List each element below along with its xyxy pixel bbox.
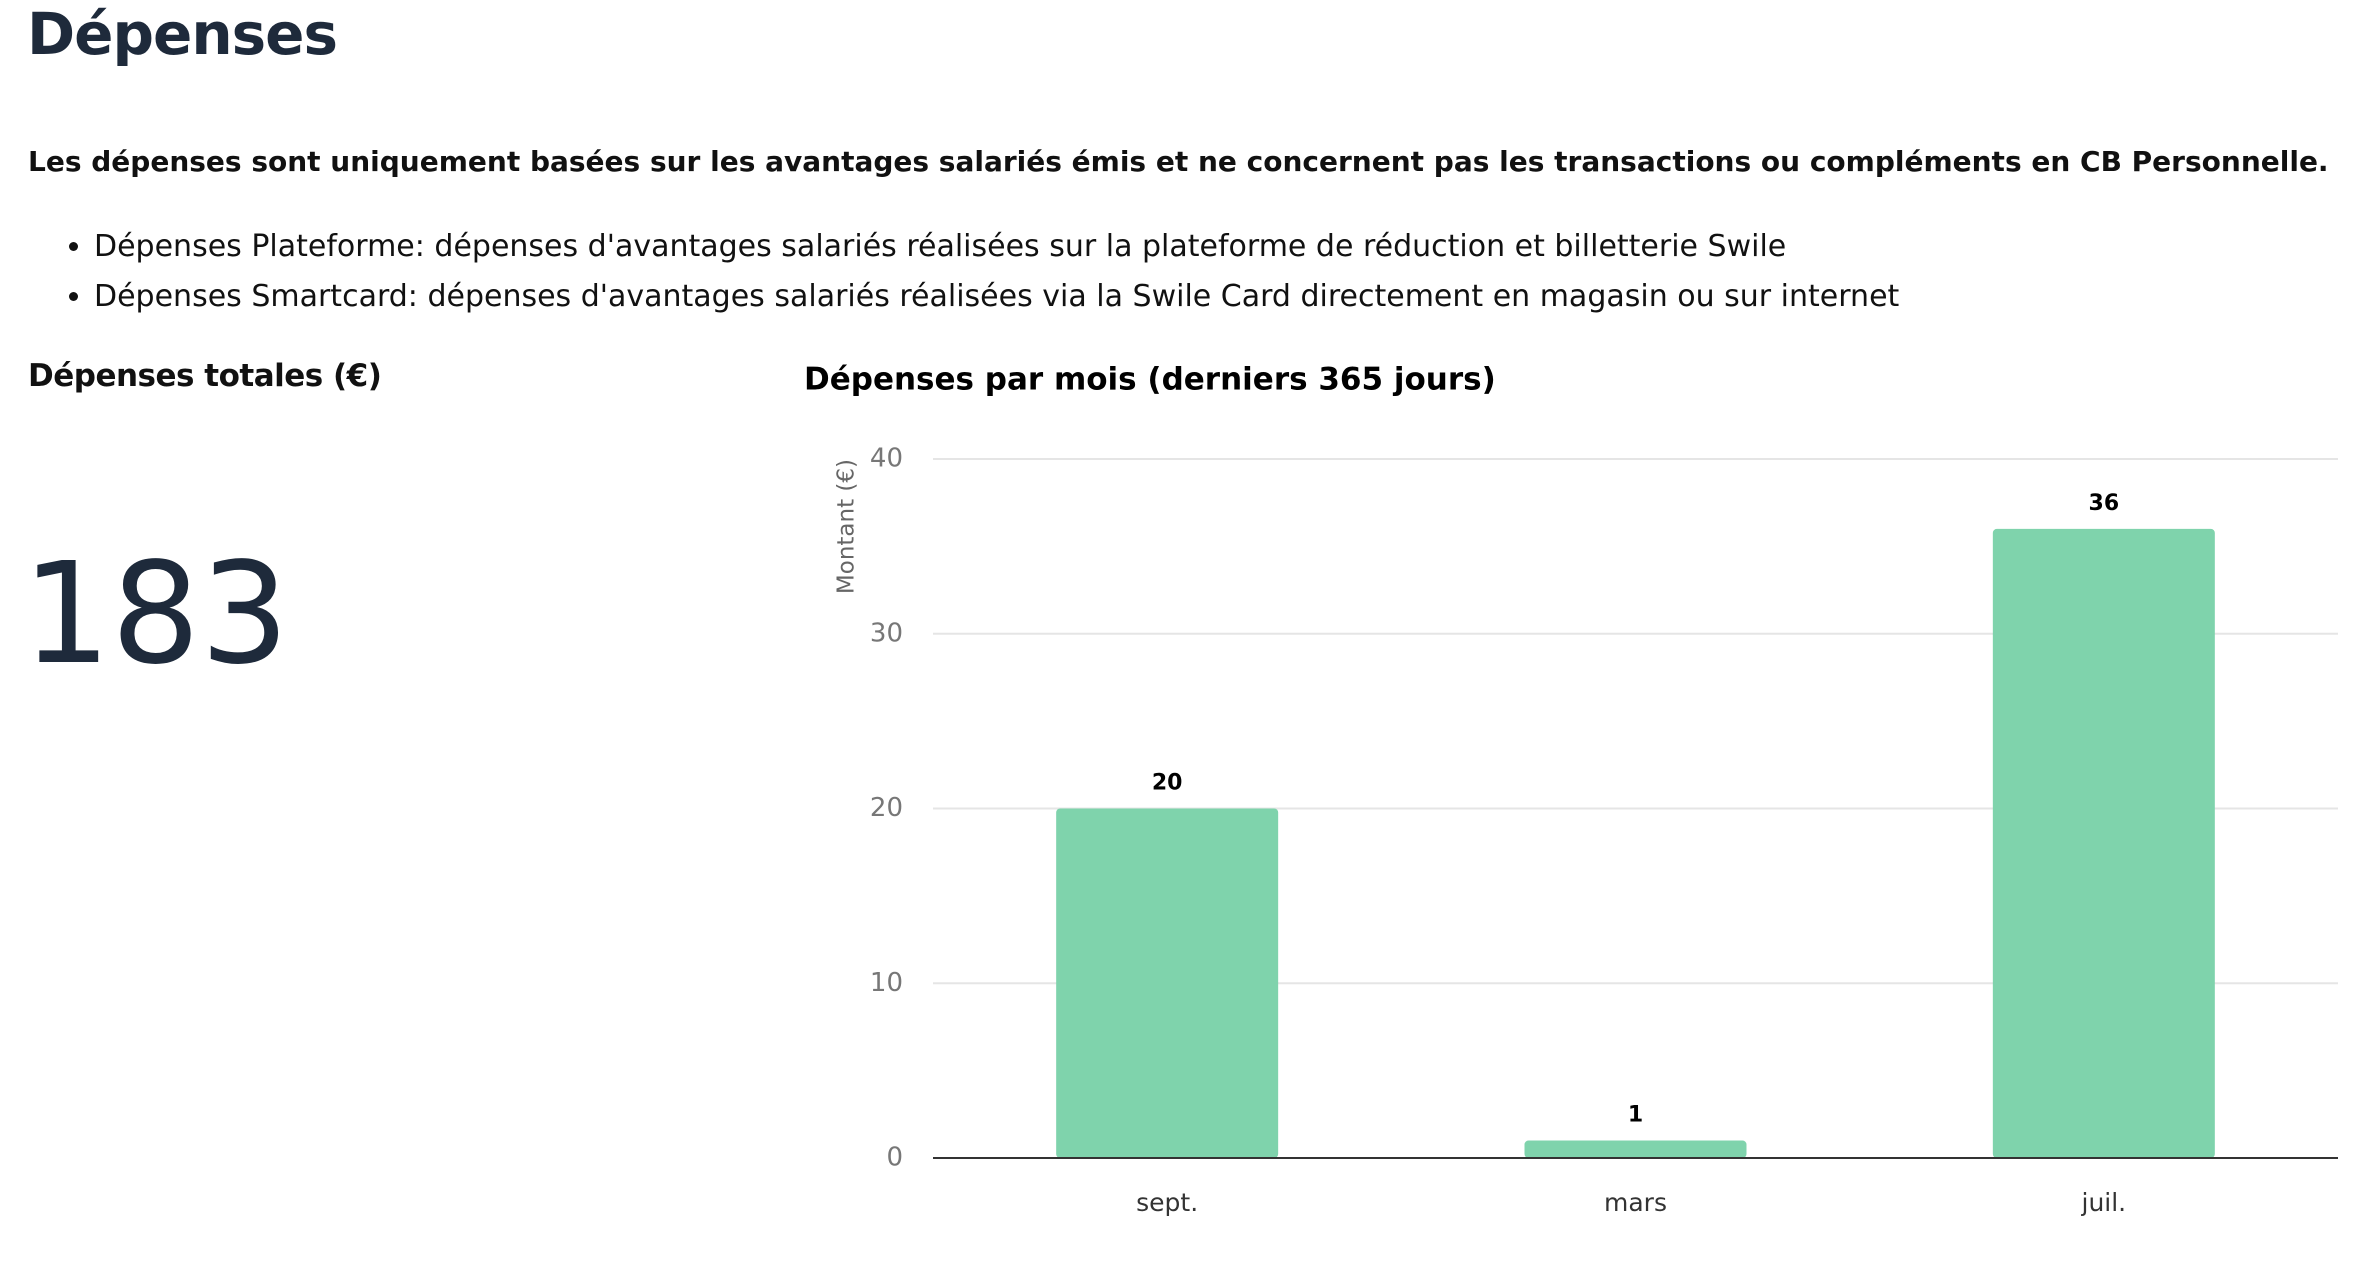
y-tick-label: 40: [870, 444, 903, 474]
bullet: Dépenses Smartcard: dépenses d'avantages…: [94, 272, 1899, 322]
bar: [1056, 808, 1279, 1158]
y-axis-title: Montant (€): [834, 459, 860, 594]
y-tick-label: 20: [870, 793, 903, 823]
x-tick-label: mars: [1604, 1188, 1667, 1217]
y-tick-label: 10: [870, 968, 903, 998]
x-tick-label: sept.: [1136, 1188, 1198, 1217]
kpi-value: 183: [22, 533, 290, 696]
bar: [1524, 1140, 1747, 1158]
bar: [1992, 528, 2215, 1158]
value-label: 20: [1152, 771, 1183, 796]
value-label: 1: [1628, 1103, 1643, 1128]
value-label: 36: [2089, 491, 2120, 516]
bullet-list: Dépenses Plateforme: dépenses d'avantage…: [28, 222, 1899, 322]
x-tick-label: juil.: [2081, 1188, 2127, 1217]
bullet: Dépenses Plateforme: dépenses d'avantage…: [94, 222, 1899, 272]
intro-text: Les dépenses sont uniquement basées sur …: [28, 145, 2329, 178]
y-tick-label: 30: [870, 618, 903, 648]
page-title: Dépenses: [27, 0, 338, 68]
chart-title: Dépenses par mois (derniers 365 jours): [804, 362, 1496, 398]
kpi-title: Dépenses totales (€): [28, 358, 382, 394]
y-tick-label: 0: [886, 1143, 903, 1173]
